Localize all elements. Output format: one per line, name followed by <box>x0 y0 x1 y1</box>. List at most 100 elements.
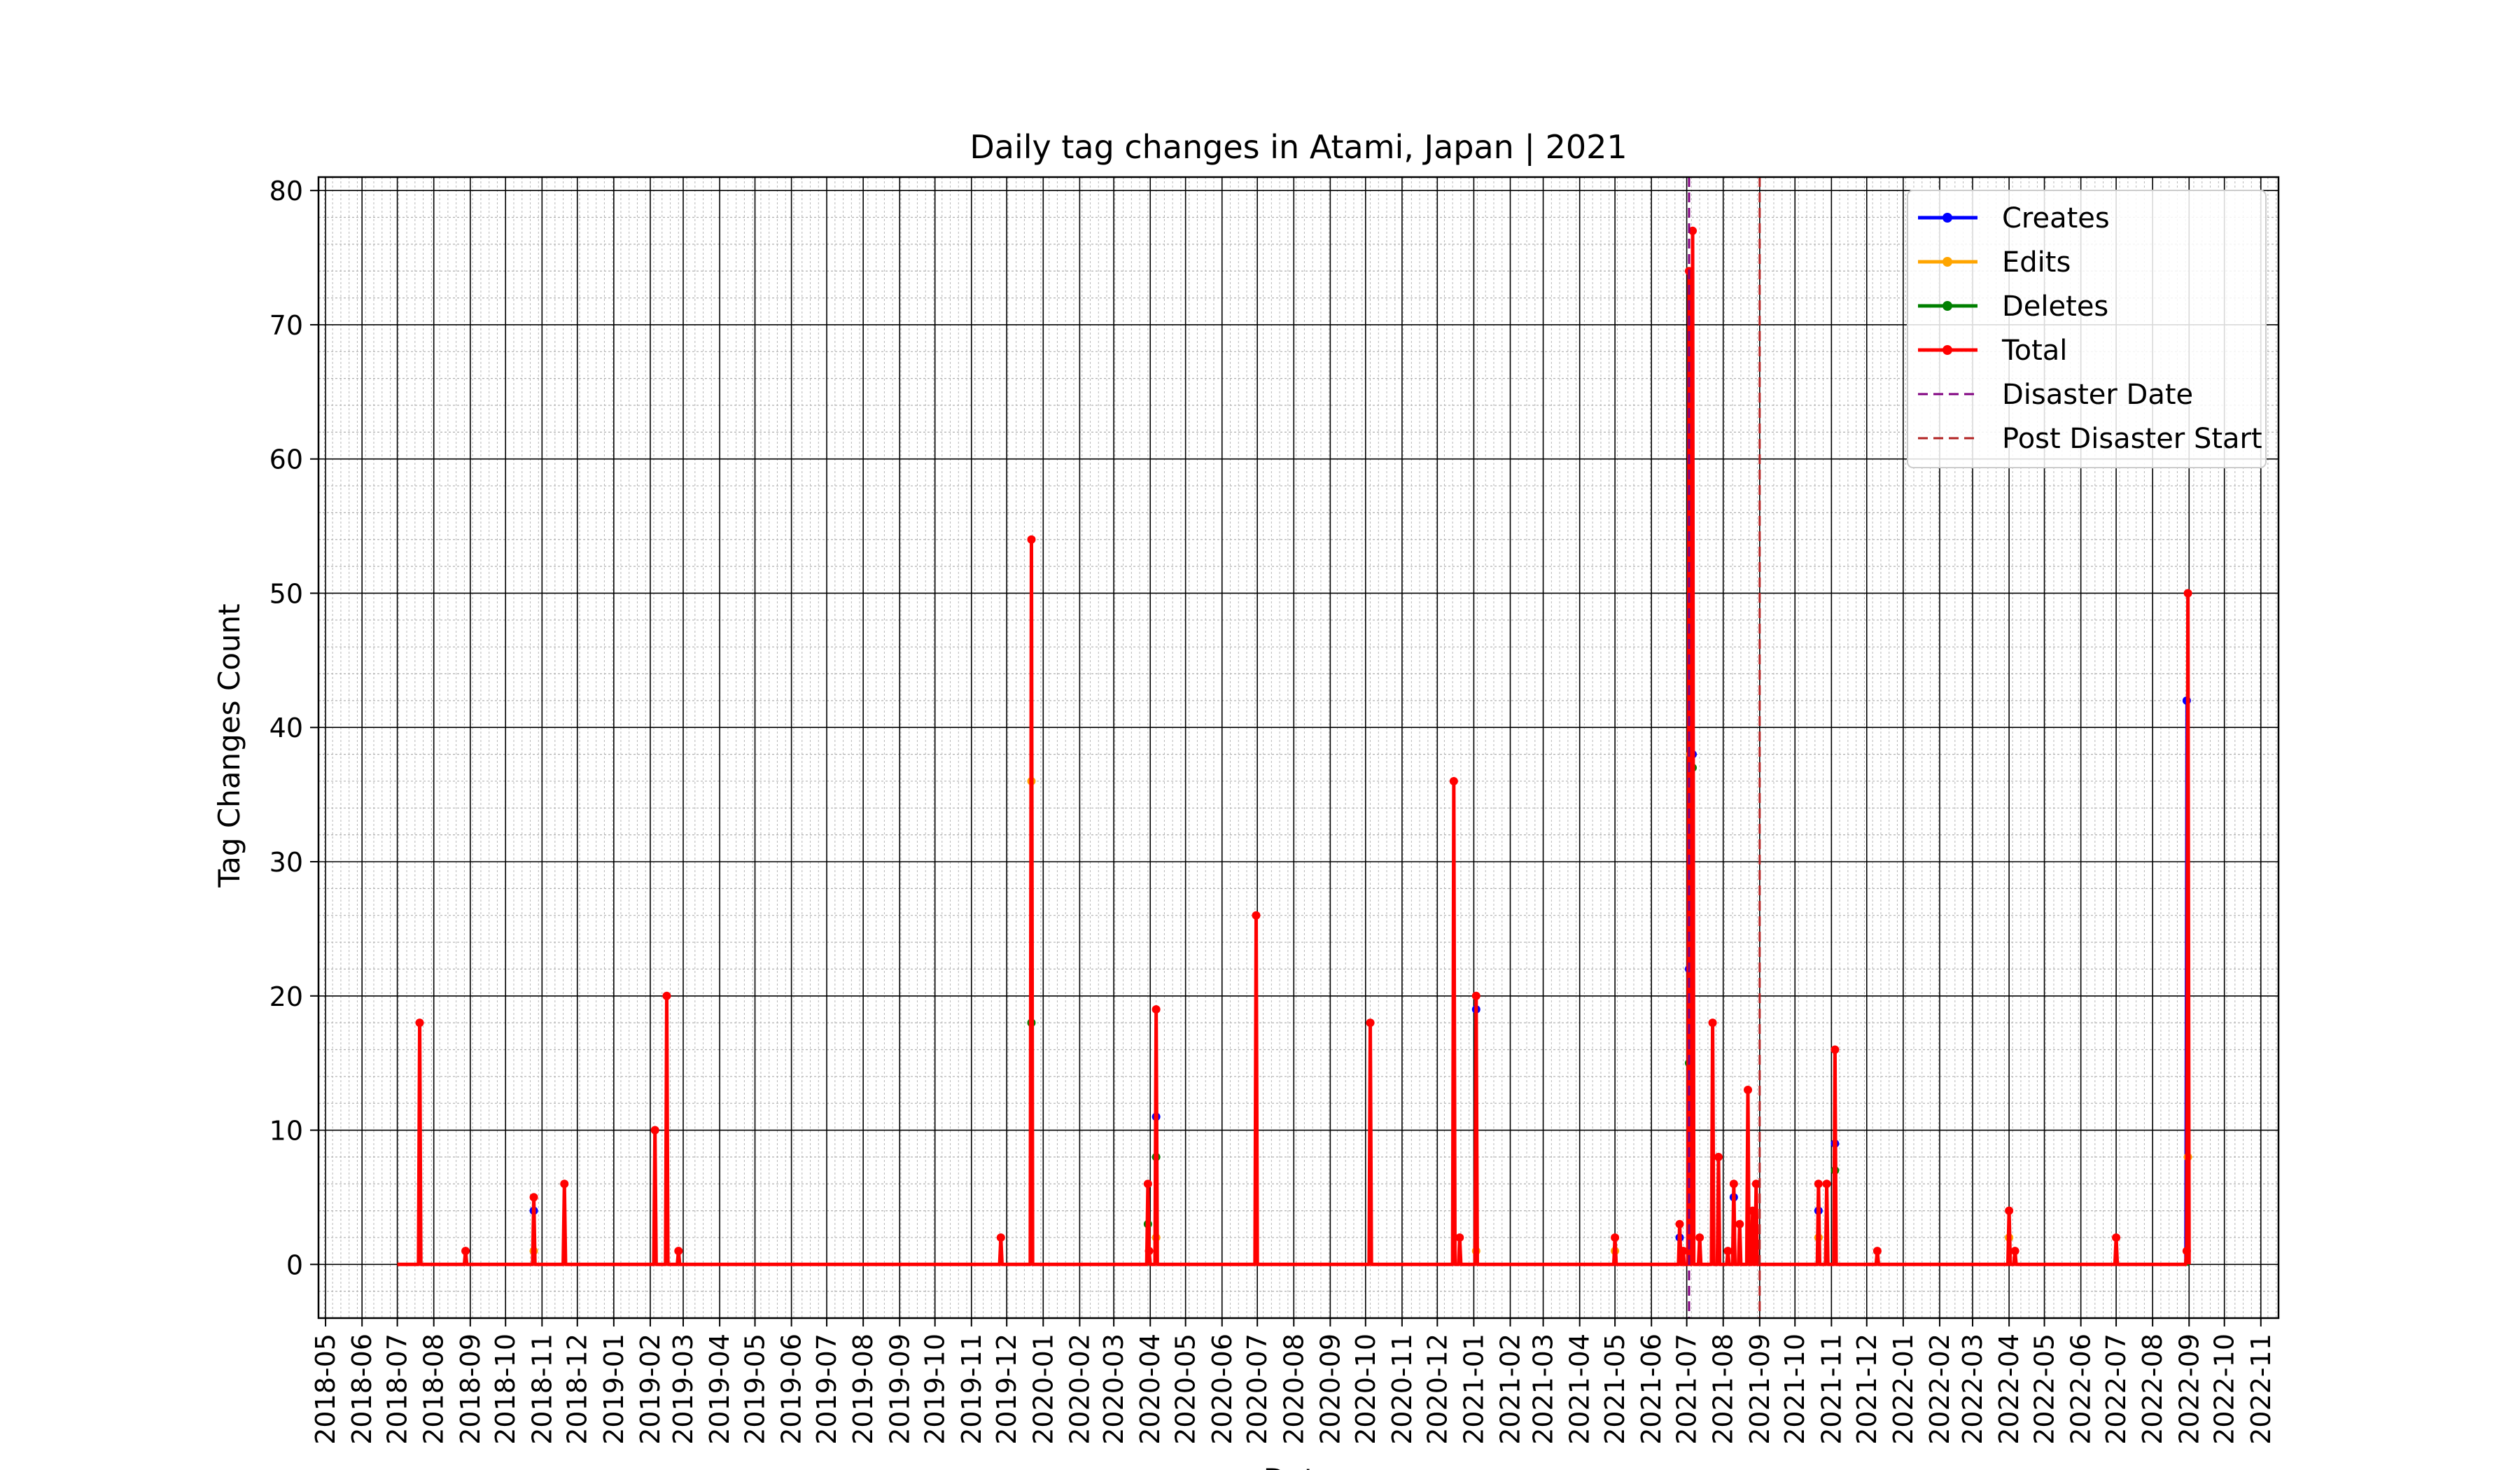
total-point <box>2005 1206 2014 1215</box>
plot-area <box>317 176 2280 1320</box>
total-point <box>1449 776 1458 785</box>
x-tick-label: 2018-08 <box>419 1334 449 1445</box>
x-tick-label: 2018-05 <box>310 1334 341 1445</box>
total-point <box>1152 1004 1161 1014</box>
total-point <box>1822 1180 1831 1189</box>
legend-label: Post Disaster Start <box>2002 423 2262 455</box>
x-tick-label: 2022-01 <box>1888 1334 1919 1445</box>
total-point <box>2182 1247 2191 1256</box>
total-point <box>674 1247 683 1256</box>
x-tick-label: 2019-04 <box>704 1334 735 1445</box>
reference-lines <box>1688 177 1761 1318</box>
x-tick-label: 2019-03 <box>668 1334 699 1445</box>
total-point <box>1695 1233 1704 1242</box>
x-tick-label: 2019-07 <box>811 1334 842 1445</box>
total-point <box>415 1018 424 1028</box>
x-tick-label: 2022-06 <box>2066 1334 2096 1445</box>
x-tick-label: 2021-07 <box>1672 1334 1702 1445</box>
total-point <box>996 1233 1005 1242</box>
x-tick-label: 2021-10 <box>1779 1334 1810 1445</box>
y-tick-label: 50 <box>270 578 303 609</box>
total-point <box>1611 1233 1620 1242</box>
legend-marker <box>1942 345 1952 355</box>
x-tick-label: 2019-11 <box>956 1334 987 1445</box>
total-point <box>1735 1219 1744 1228</box>
x-tick-label: 2019-10 <box>920 1334 951 1445</box>
x-tick-label: 2020-02 <box>1064 1334 1095 1445</box>
x-tick-label: 2018-06 <box>346 1334 377 1445</box>
x-tick-label: 2022-08 <box>2137 1334 2168 1445</box>
y-tick-label: 10 <box>270 1116 303 1147</box>
x-tick-label: 2019-09 <box>884 1334 915 1445</box>
legend: Creates Edits Deletes Total Disaster Date Pos… <box>1907 190 2267 468</box>
x-tick-label: 2018-11 <box>526 1334 557 1445</box>
total-point <box>1814 1180 1823 1189</box>
total-point <box>461 1247 470 1256</box>
y-axis-label: Tag Changes Count <box>212 603 246 888</box>
total-point <box>1143 1180 1152 1189</box>
x-tick-label: 2020-07 <box>1242 1334 1273 1445</box>
x-tick-label: 2021-12 <box>1851 1334 1882 1445</box>
total-point <box>1688 226 1698 235</box>
total-point <box>1830 1045 1840 1054</box>
total-point <box>1027 535 1036 544</box>
y-tick-label: 20 <box>270 981 303 1012</box>
x-tick-label: 2021-03 <box>1528 1334 1559 1445</box>
x-tick-label: 2021-11 <box>1816 1334 1847 1445</box>
x-tick-label: 2019-08 <box>848 1334 878 1445</box>
legend-label: Edits <box>2002 246 2071 279</box>
x-tick-label: 2021-04 <box>1564 1334 1595 1445</box>
x-tick-label: 2021-06 <box>1636 1334 1667 1445</box>
x-axis-label: Date <box>1264 1462 1334 1470</box>
x-tick-label: 2022-07 <box>2101 1334 2132 1445</box>
total-point <box>2183 589 2192 598</box>
total-point <box>1144 1247 1154 1256</box>
x-tick-label: 2019-05 <box>740 1334 771 1445</box>
x-tick-label: 2022-10 <box>2209 1334 2240 1445</box>
total-point <box>560 1180 569 1189</box>
total-point <box>650 1126 659 1135</box>
total-point <box>1748 1206 1757 1215</box>
total-point <box>1675 1219 1684 1228</box>
total-point <box>1751 1180 1760 1189</box>
y-tick-label: 70 <box>270 310 303 341</box>
x-tick-label: 2022-02 <box>1924 1334 1955 1445</box>
legend-label: Total <box>2001 335 2067 367</box>
series-layer <box>396 226 2192 1266</box>
total-point <box>2010 1247 2019 1256</box>
x-tick-label: 2019-02 <box>635 1334 666 1445</box>
x-tick-label: 2022-09 <box>2174 1334 2204 1445</box>
x-tick-label: 2020-05 <box>1170 1334 1201 1445</box>
total-point <box>1723 1247 1732 1256</box>
legend-item-post-disaster-start: Post Disaster Start <box>1918 423 2262 455</box>
x-tick-label: 2021-05 <box>1600 1334 1630 1445</box>
legend-item-deletes: Deletes <box>1918 290 2108 323</box>
total-line <box>396 229 2191 1266</box>
y-tick-label: 30 <box>270 847 303 878</box>
x-tick-label: 2022-05 <box>2029 1334 2060 1445</box>
y-tick-label: 60 <box>270 444 303 475</box>
x-tick-label: 2018-09 <box>455 1334 486 1445</box>
y-tick-label: 80 <box>270 176 303 206</box>
x-tick-label: 2020-08 <box>1278 1334 1309 1445</box>
x-tick-label: 2019-12 <box>991 1334 1022 1445</box>
total-point <box>529 1193 538 1202</box>
x-tick-label: 2020-06 <box>1207 1334 1238 1445</box>
x-tick-label: 2022-04 <box>1994 1334 2024 1445</box>
total-point <box>1366 1018 1375 1028</box>
total-point <box>1679 1247 1688 1256</box>
total-point <box>1252 911 1261 920</box>
total-point <box>662 991 671 1000</box>
x-tick-label: 2020-01 <box>1028 1334 1058 1445</box>
total-point <box>1729 1180 1738 1189</box>
x-tick-label: 2020-03 <box>1098 1334 1129 1445</box>
total-point <box>1471 991 1480 1000</box>
legend-marker <box>1942 301 1952 311</box>
series-total <box>396 226 2192 1266</box>
legend-item-total: Total <box>1918 335 2067 367</box>
x-tick-label: 2021-01 <box>1458 1334 1489 1445</box>
x-tick-label: 2018-10 <box>490 1334 521 1445</box>
legend-label: Creates <box>2002 202 2110 234</box>
